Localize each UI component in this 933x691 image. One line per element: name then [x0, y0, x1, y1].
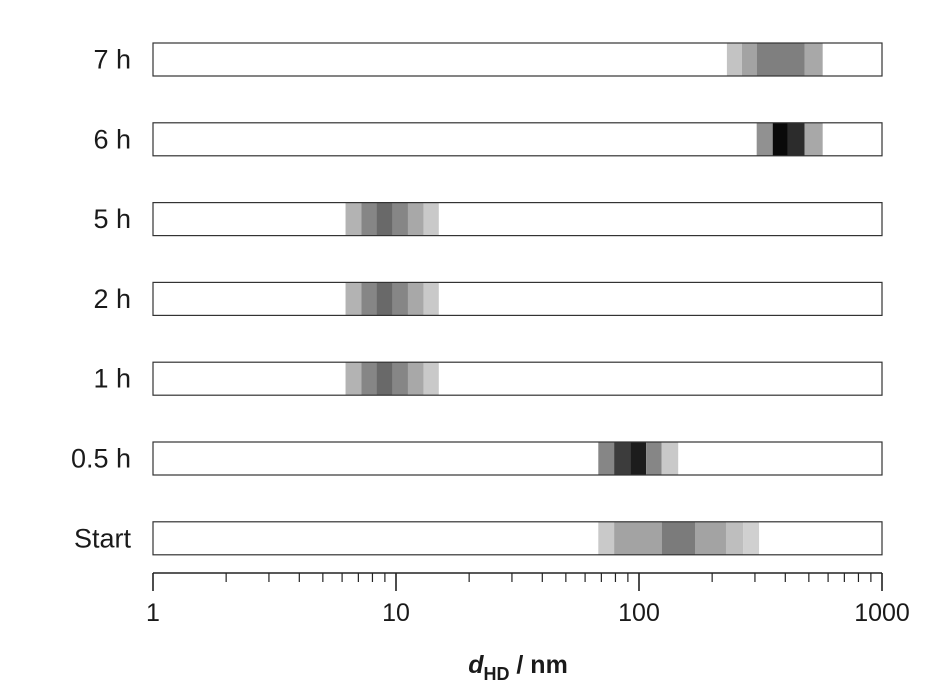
size-bin — [423, 282, 439, 316]
size-bin — [741, 43, 757, 76]
size-bin — [376, 282, 393, 316]
size-bin — [361, 362, 377, 396]
size-bin — [694, 521, 726, 555]
size-bin — [361, 282, 377, 316]
size-bin — [726, 43, 742, 76]
row-frame — [152, 122, 883, 157]
row-label: 7 h — [93, 45, 131, 75]
row-frame — [152, 521, 883, 556]
row-background — [153, 202, 882, 236]
size-bin — [407, 202, 424, 236]
size-bin — [743, 521, 760, 555]
row-frame — [152, 281, 883, 316]
heatmap-row: 5 h — [93, 202, 883, 237]
size-bin — [392, 362, 408, 396]
size-bin — [804, 43, 823, 76]
size-bin — [772, 122, 788, 156]
size-bin — [661, 521, 695, 555]
size-bin — [423, 202, 439, 236]
x-tick-label: 10 — [382, 599, 410, 627]
size-bin — [423, 362, 439, 396]
x-axis: 1 10 100 1000 — [146, 572, 910, 627]
size-bin — [345, 202, 362, 236]
heatmap-row: 7 h — [93, 42, 883, 77]
size-bin — [392, 282, 408, 316]
x-axis-label-unit: / nm — [509, 651, 567, 679]
row-label: 0.5 h — [71, 444, 131, 474]
size-bin — [725, 521, 744, 555]
x-tick-label: 1 — [146, 599, 160, 627]
size-bin — [392, 202, 408, 236]
x-axis-label: dHD / nm — [468, 651, 568, 684]
heatmap-row: 1 h — [93, 361, 883, 396]
size-bin — [804, 122, 823, 156]
size-bin — [614, 521, 662, 555]
row-background — [153, 362, 882, 396]
row-frame — [152, 202, 883, 237]
row-background — [153, 282, 882, 316]
size-bin — [756, 43, 805, 76]
size-bin — [630, 442, 647, 475]
row-background — [153, 521, 882, 555]
size-bin — [787, 122, 805, 156]
row-label: 5 h — [93, 204, 131, 234]
size-bin — [376, 362, 393, 396]
size-bin — [614, 442, 631, 475]
x-tick-label: 100 — [618, 599, 660, 627]
row-background — [153, 442, 882, 475]
size-bin — [345, 362, 362, 396]
x-axis-label-sub: HD — [483, 664, 509, 684]
row-label: Start — [74, 523, 132, 553]
size-bin — [756, 122, 773, 156]
heatmap-row: 0.5 h — [71, 441, 883, 476]
size-bin — [661, 442, 679, 475]
row-label: 2 h — [93, 284, 131, 314]
size-bin — [646, 442, 662, 475]
size-bin — [407, 362, 424, 396]
size-bin — [376, 202, 393, 236]
size-bin — [598, 442, 615, 475]
rows-layer: 7 h 6 h 5 h 2 h 1 h 0.5 h Start — [71, 42, 883, 556]
heatmap-row: 6 h — [93, 122, 883, 157]
size-bin — [361, 202, 377, 236]
size-bin — [407, 282, 424, 316]
row-label: 6 h — [93, 124, 131, 154]
size-bin — [345, 282, 362, 316]
row-frame — [152, 361, 883, 396]
row-frame — [152, 42, 883, 77]
row-frame — [152, 441, 883, 476]
x-axis-label-main: d — [468, 651, 484, 679]
heatmap-row: 2 h — [93, 281, 883, 316]
row-label: 1 h — [93, 364, 131, 394]
heatmap-row: Start — [74, 521, 883, 556]
size-bin — [598, 521, 615, 555]
x-tick-label: 1000 — [854, 599, 910, 627]
